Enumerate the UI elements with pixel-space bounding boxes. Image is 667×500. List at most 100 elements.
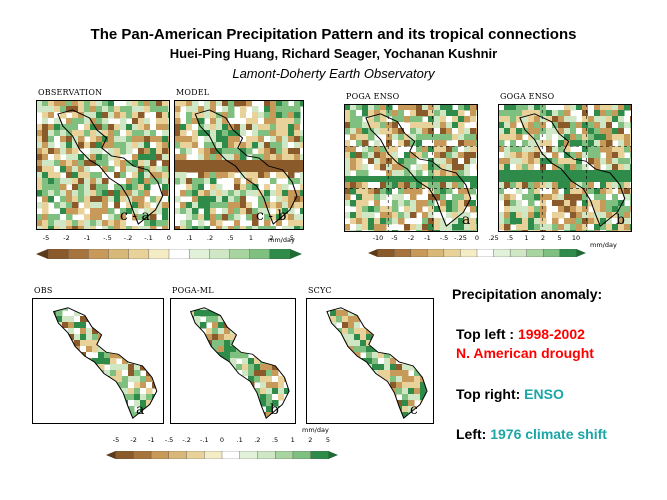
anomaly-field [498,104,632,232]
colorbar-swatch [150,450,170,460]
colorbar-right-tip [576,249,586,257]
colorbar-swatch [476,248,495,258]
colorbar-swatch [108,248,130,260]
colorbar-tick-label: -1 [83,234,91,242]
colorbar-tick-label: .25 [488,234,499,242]
colorbar-swatch [239,450,258,460]
colorbar-tick-label: -5 [112,436,120,444]
colorbar-tick-label: -5 [391,234,398,242]
coastline [519,113,626,227]
colorbar-tick-label: 10 [571,234,581,242]
coastline [52,307,158,419]
map-frame [498,104,632,232]
map-poga-enso [344,104,478,232]
colorbar-tick-label: .1 [186,234,193,242]
colorbar-swatch [427,248,445,258]
colorbar-left-tip [106,451,116,459]
colorbar-top-right: mm/day -10 -5 -2 -1 -.5 -.25 0 .25 .5 1 2 5 10 [368,234,617,262]
colorbar-ticks: -10 -5 -2 -1 -.5 -.25 0 .25 .5 1 2 5 10 [368,234,586,243]
colorbar-tick-label: 5 [557,234,562,242]
colorbar-swatch [393,248,412,258]
colorbar-swatches [36,248,302,260]
map-panel-poga-enso: POGA ENSO a [344,92,478,232]
map-frame [174,100,304,230]
legend-top-right-prefix: Top right: [456,386,525,402]
colorbar-tick-label: -.1 [200,436,209,444]
colorbar-tick-label: -2 [130,436,137,444]
legend-top-left-event: N. American drought [456,345,594,361]
panel-letter: a [462,212,471,228]
map-frame [170,298,296,424]
colorbar-tick-label: 2 [269,234,274,242]
colorbar-tick-label: -.5 [164,436,174,444]
institution-line: Lamont-Doherty Earth Observatory [232,66,435,81]
coastline [57,109,164,225]
map-observation [36,100,170,230]
map-frame [32,298,164,424]
colorbar-swatches [368,248,586,258]
coastline [365,113,472,227]
colorbar-swatch [274,450,294,460]
authors-line: Huei-Ping Huang, Richard Seager, Yochana… [169,46,498,61]
colorbar-swatch [443,248,461,258]
colorbar-swatch [249,248,271,260]
colorbar-tick-label: 0 [166,234,172,242]
map-obs [32,298,164,424]
colorbar-ticks: -5 -2 -1 -.5 -.2 -.1 0 .1 .2 .5 1 2 5 [36,234,302,244]
colorbar-tick-label: -.2 [123,234,133,242]
colorbar-swatch [257,450,276,460]
colorbar-swatches [106,450,338,460]
coastline [194,109,298,225]
colorbar-swatch [526,248,544,258]
colorbar-swatch [221,450,241,460]
panel-label: OBS [34,286,53,295]
colorbar-swatch [168,450,188,460]
colorbar-swatch [67,248,89,260]
colorbar-tick-label: 5 [325,436,331,444]
colorbar-bottom: mm/day -5 -2 -1 -.5 -.2 -.1 0 .1 .2 .5 1 2 5 [106,426,338,462]
colorbar-swatch [186,450,205,460]
colorbar-swatch [509,248,528,258]
colorbar-ticks: -5 -2 -1 -.5 -.2 -.1 0 .1 .2 .5 1 2 5 [106,436,338,445]
colorbar-tick-label: -.1 [144,234,153,242]
colorbar-swatch [377,248,395,258]
colorbar-tick-label: 5 [289,234,295,242]
colorbar-swatch [168,248,190,260]
map-frame [306,298,434,424]
colorbar-tick-label: .1 [236,436,243,444]
anomaly-field [174,100,304,230]
colorbar-tick-label: -1 [424,234,431,242]
colorbar-swatch [188,248,210,260]
panel-label: GOGA ENSO [500,92,555,101]
colorbar-tick-label: 0 [474,234,480,242]
colorbar-unit: mm/day [302,426,329,434]
map-panel-goga-enso: GOGA ENSO b [498,92,632,232]
map-panel-model: MODEL c - b [174,88,304,230]
colorbar-swatch [47,248,69,260]
colorbar-top-left: mm/day -5 -2 -1 -.5 -.2 -.1 0 .1 .2 .5 1 2 5 [36,234,302,272]
colorbar-tick-label: -.5 [439,234,449,242]
colorbar-tick-label: -1 [148,436,155,444]
legend-heading: Precipitation anomaly: [452,286,603,302]
colorbar-swatch [410,248,428,258]
colorbar-tick-label: 1 [290,436,295,444]
colorbar-swatch [559,248,577,258]
panel-letter: a [136,402,145,418]
map-panel-obs: OBS a [32,286,164,424]
panel-letter: c - a [120,208,150,224]
colorbar-tick-label: -2 [63,234,70,242]
panel-letter: b [616,212,625,228]
panel-label: SCYC [308,286,332,295]
colorbar-tick-label: -2 [407,234,415,242]
colorbar-tick-label: -.2 [182,436,191,444]
colorbar-swatch [128,248,150,260]
colorbar-swatch [209,248,230,260]
panel-label: MODEL [176,88,210,97]
panel-letter: c [410,402,418,418]
colorbar-tick-label: .5 [271,436,279,444]
panel-label: POGA-ML [172,286,214,295]
map-panel-poga-ml: POGA-ML b [170,286,296,424]
colorbar-swatch [229,248,251,260]
colorbar-tick-label: 1 [248,234,254,242]
legend-top-right-value: ENSO [524,386,564,402]
